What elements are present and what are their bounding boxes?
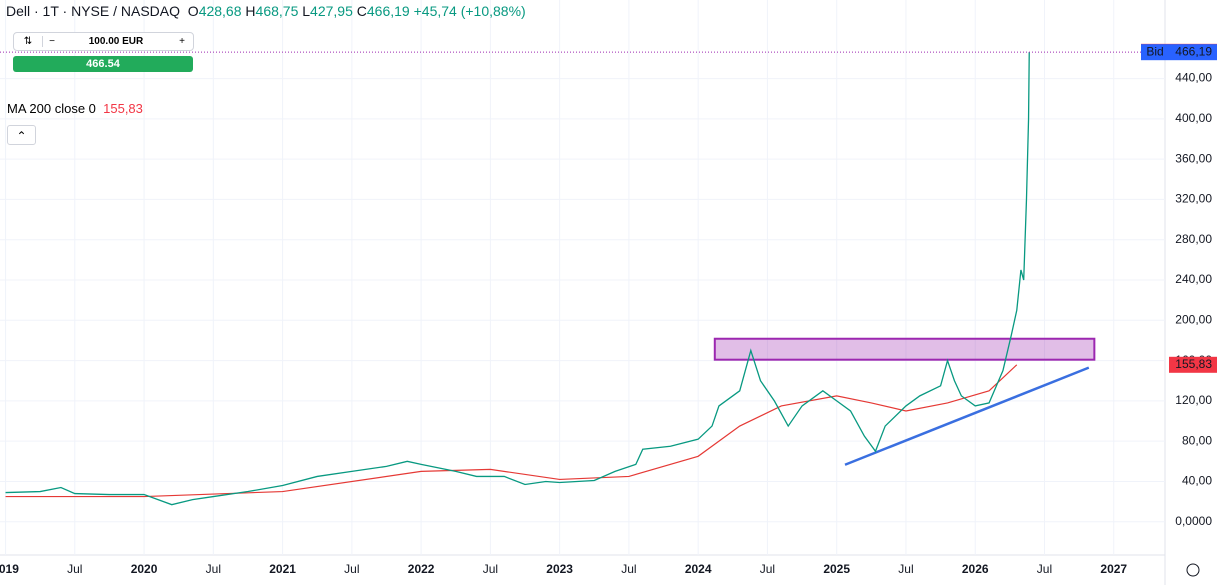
y-tick-label: 440,00 <box>1175 71 1212 85</box>
x-tick-label: Jul <box>898 562 913 576</box>
x-tick-label: 2026 <box>962 562 989 576</box>
x-tick-label: Jul <box>67 562 82 576</box>
y-tick-label: 80,00 <box>1182 433 1212 447</box>
collapse-button[interactable]: ⌃ <box>7 125 36 145</box>
tag-name: Bid <box>1146 44 1163 58</box>
y-tick-label: 360,00 <box>1175 151 1212 165</box>
buy-button[interactable]: 466.54 <box>13 56 193 72</box>
indicator-name: MA 200 close 0 <box>7 101 96 116</box>
key: H <box>245 3 256 19</box>
price-tag-label: 466,19 <box>1175 44 1212 58</box>
x-tick-label: 2021 <box>269 562 296 576</box>
x-tick-label: 2023 <box>546 562 573 576</box>
key: O <box>187 3 199 19</box>
x-tick-label: 2020 <box>131 562 158 576</box>
x-tick-label: Jul <box>1037 562 1052 576</box>
trend-line <box>844 366 1090 466</box>
x-tick-label: 2027 <box>1100 562 1127 576</box>
swap-icon[interactable]: ⇅ <box>14 36 43 47</box>
plus[interactable]: + <box>179 36 185 47</box>
tag-name-bg <box>1141 44 1169 61</box>
symbol: Dell · 1T · NYSE / NASDAQ <box>6 3 181 19</box>
key: L <box>302 3 311 19</box>
price-tag-label: 155,83 <box>1175 357 1212 371</box>
change: +45,74 (+10,88%) <box>413 3 526 19</box>
settings-icon[interactable] <box>1186 563 1200 577</box>
y-tick-label: 240,00 <box>1175 272 1212 286</box>
x-tick-label: Jul <box>760 562 775 576</box>
x-tick-label: 2024 <box>685 562 712 576</box>
open: 428,68 <box>198 3 242 19</box>
price-line <box>5 52 1030 506</box>
y-tick-label: 40,00 <box>1182 474 1212 488</box>
x-tick-label: 2025 <box>823 562 850 576</box>
price-tag <box>1169 44 1217 61</box>
x-tick-label: Jul <box>206 562 221 576</box>
y-tick-label: 0,0000 <box>1175 514 1212 528</box>
price-tag <box>1169 356 1217 373</box>
indicator-value: 155,83 <box>103 101 143 116</box>
x-tick-label: Jul <box>344 562 359 576</box>
x-tick-label: 2019 <box>0 562 19 576</box>
y-tick-label: 280,00 <box>1175 232 1212 246</box>
y-tick-label: 400,00 <box>1175 111 1212 125</box>
y-tick-label: 120,00 <box>1175 393 1212 407</box>
key: C <box>356 3 367 19</box>
resistance-zone <box>713 337 1096 361</box>
amount: 100.00 EUR <box>88 36 144 47</box>
header: Dell · 1T · NYSE / NASDAQ O428,68 H468,7… <box>6 3 526 19</box>
y-tick-label: 320,00 <box>1175 192 1212 206</box>
x-tick-label: 2022 <box>408 562 435 576</box>
y-tick-label: 200,00 <box>1175 312 1212 326</box>
x-tick-label: Jul <box>621 562 636 576</box>
low: 427,95 <box>310 3 353 19</box>
indicator: MA 200 close 0 155,83 <box>7 101 143 116</box>
x-tick-label: Jul <box>483 562 498 576</box>
amount-box[interactable]: ⇅ − 100.00 EUR + <box>13 32 194 51</box>
minus[interactable]: − <box>49 36 55 47</box>
close: 466,19 <box>366 3 410 19</box>
high: 468,75 <box>255 3 299 19</box>
ma-line <box>5 364 1018 498</box>
